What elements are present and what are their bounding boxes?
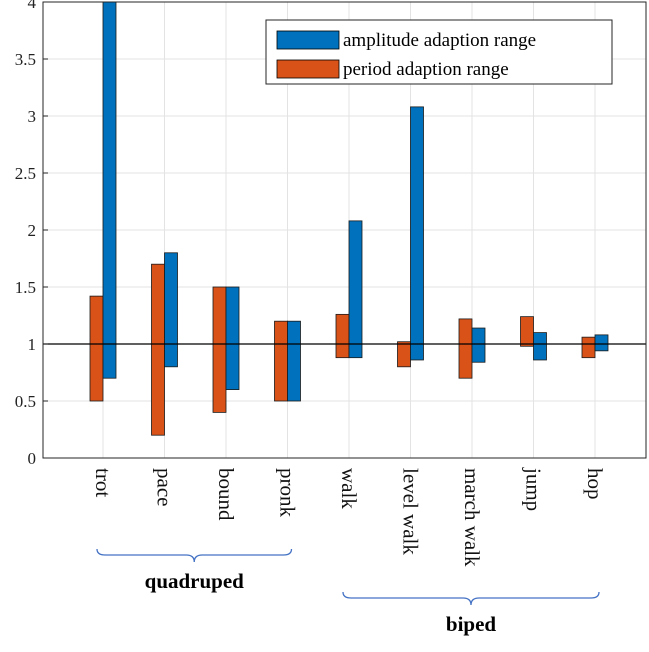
legend-label-amplitude: amplitude adaption range: [343, 30, 536, 51]
x-tick-label: hop: [583, 468, 607, 500]
x-tick-label: pronk: [276, 468, 300, 517]
x-tick-label: trot: [91, 468, 115, 497]
period-range-bar-level-walk: [397, 341, 411, 368]
y-tick-label: 1: [28, 335, 37, 354]
amplitude-range-bar-level-walk: [410, 106, 424, 361]
legend-label-period: period adaption range: [343, 59, 509, 80]
group-brace: [96, 548, 293, 563]
y-axis-ticks: 0 0.5 1 1.5 2 2.5 3 3.5 4: [15, 0, 48, 468]
amplitude-range-bar-hop: [594, 334, 609, 352]
amplitude-range-bar-jump: [533, 332, 547, 361]
y-tick-label: 3: [28, 107, 37, 126]
group-braces: quadruped biped: [96, 548, 600, 636]
bars-layer: [89, 1, 609, 436]
x-axis-labels: trot pace bound pronk walk level walk march wa…: [91, 467, 607, 567]
x-tick-label: jump: [522, 467, 546, 511]
period-range-bar-bound: [212, 286, 227, 413]
period-range-bar-trot: [89, 295, 104, 402]
y-tick-label: 0.5: [15, 392, 36, 411]
amplitude-range-bar-pronk: [287, 320, 301, 402]
period-range-bar-hop: [581, 336, 596, 359]
x-tick-label: pace: [153, 468, 177, 506]
amplitude-range-bar-pace: [164, 252, 178, 368]
x-tick-label: walk: [337, 468, 361, 509]
x-tick-label: bound: [214, 468, 238, 521]
y-tick-label: 2: [28, 221, 37, 240]
amplitude-range-bar-trot: [102, 1, 117, 379]
period-range-bar-pace: [151, 263, 165, 436]
legend: amplitude adaption range period adaption…: [265, 19, 613, 85]
period-range-bar-walk: [335, 313, 350, 359]
x-tick-label: march walk: [460, 468, 484, 567]
amplitude-range-bar-march-walk: [471, 327, 486, 363]
y-tick-label: 1.5: [15, 278, 36, 297]
amplitude-range-bar-bound: [225, 286, 240, 390]
y-tick-label: 4: [28, 0, 37, 12]
x-tick-label: level walk: [399, 468, 423, 555]
group-brace: [342, 591, 600, 606]
y-tick-label: 0: [28, 449, 37, 468]
period-range-bar-jump: [520, 316, 534, 347]
period-range-bar-march-walk: [458, 318, 473, 379]
period-range-bar-pronk: [274, 320, 288, 402]
y-tick-label: 2.5: [15, 164, 36, 183]
legend-swatch-amplitude: [276, 30, 340, 50]
amplitude-range-bar-walk: [348, 220, 363, 359]
legend-swatch-period: [276, 59, 340, 79]
y-tick-label: 3.5: [15, 50, 36, 69]
group-label: biped: [446, 612, 497, 636]
group-label: quadruped: [145, 569, 245, 593]
